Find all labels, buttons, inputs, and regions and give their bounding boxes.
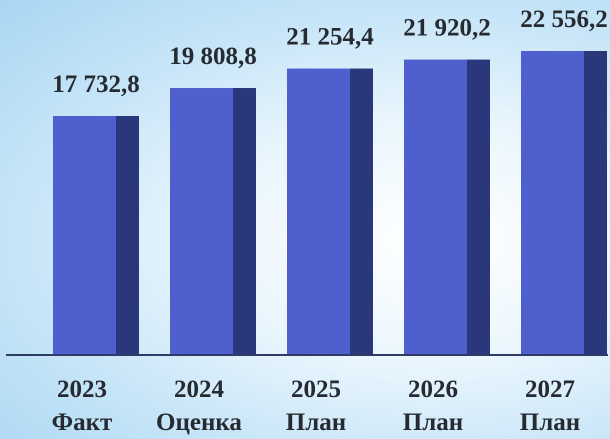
- bar-2027: [521, 51, 584, 355]
- bar-2023: [53, 116, 116, 356]
- bar-side-2023: [116, 116, 139, 356]
- bars-group: [53, 51, 607, 356]
- bar-side-2024: [233, 88, 256, 355]
- x-tick-sublabel: План: [286, 409, 346, 436]
- x-tick-sublabel: План: [403, 409, 463, 436]
- x-tick-sublabel: Факт: [52, 409, 113, 436]
- x-tick-label: 2024: [174, 376, 225, 403]
- x-tick-sublabel: План: [520, 409, 580, 436]
- x-tick-label: 2027: [525, 376, 575, 403]
- x-tick-label: 2025: [291, 376, 341, 403]
- data-label: 21 920,2: [403, 15, 491, 42]
- data-label: 19 808,8: [169, 43, 257, 70]
- bar-2025: [287, 68, 350, 355]
- bar-side-2025: [350, 68, 373, 355]
- x-tick-label: 2023: [57, 376, 107, 403]
- data-label: 17 732,8: [52, 71, 140, 98]
- x-tick-sublabel: Оценка: [156, 409, 242, 436]
- bar-2024: [170, 88, 233, 355]
- labels-group: 17 732,8 2023 Факт 19 808,8 2024 Оценка 21 254…: [52, 6, 608, 436]
- data-label: 22 556,2: [520, 6, 608, 33]
- bar-side-2027: [584, 51, 607, 355]
- bar-side-2026: [467, 59, 490, 355]
- x-tick-label: 2026: [408, 376, 458, 403]
- bar-2026: [404, 59, 467, 355]
- data-label: 21 254,4: [286, 24, 374, 51]
